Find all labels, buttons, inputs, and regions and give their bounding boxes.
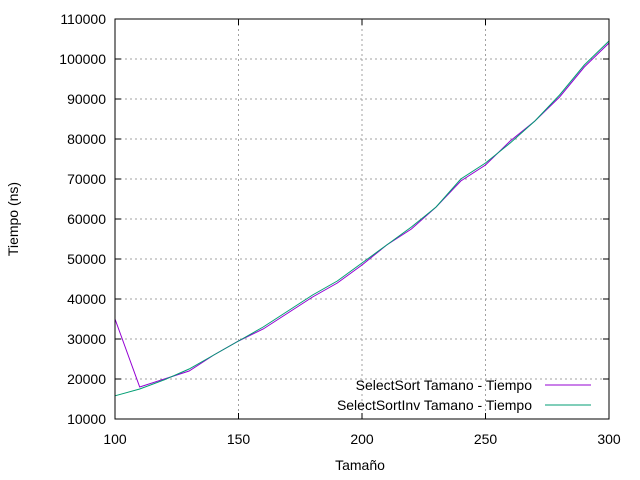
series-line-2	[114, 40, 610, 397]
x-tick-label: 100	[103, 431, 127, 447]
x-tick-label: 300	[597, 431, 621, 447]
y-tick-label: 100000	[59, 51, 106, 67]
y-tick-label: 30000	[67, 331, 106, 347]
y-tick-label: 20000	[67, 371, 106, 387]
series-lines	[114, 40, 610, 397]
y-tick-label: 90000	[67, 91, 106, 107]
grid-lines	[115, 19, 609, 419]
y-tick-label: 70000	[67, 171, 106, 187]
x-tick-label: 200	[350, 431, 374, 447]
y-tick-label: 10000	[67, 411, 106, 427]
y-tick-label: 80000	[67, 131, 106, 147]
x-tick-label: 250	[474, 431, 498, 447]
y-tick-label: 60000	[67, 211, 106, 227]
y-tick-label: 110000	[60, 11, 106, 27]
y-axis-label: Tiempo (ns)	[5, 182, 21, 256]
legend-label-1: SelectSort Tamano - Tiempo	[356, 377, 533, 393]
y-tick-label: 40000	[67, 291, 106, 307]
y-tick-label: 50000	[67, 251, 106, 267]
x-axis-label: Tamaño	[335, 457, 385, 473]
plot-frame	[114, 18, 610, 420]
y-axis-ticks: 10000 20000 30000 40000 50000 60000 70000 80000…	[59, 11, 609, 427]
legend-label-2: SelectSortInv Tamano - Tiempo	[337, 397, 532, 413]
legend: SelectSort Tamano - Tiempo SelectSortInv …	[337, 377, 591, 413]
x-axis-ticks: 100 150 200 250 300	[103, 19, 621, 447]
x-tick-label: 150	[227, 431, 251, 447]
